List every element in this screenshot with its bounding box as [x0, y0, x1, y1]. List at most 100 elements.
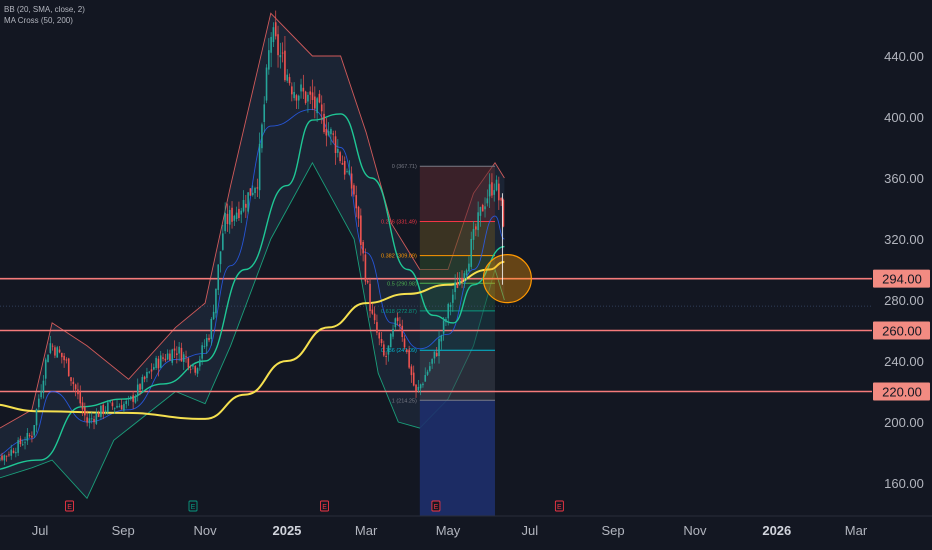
earnings-marker [431, 500, 441, 512]
candle-body [258, 143, 261, 191]
candle-body [47, 354, 49, 363]
candle-body [353, 185, 355, 195]
fib-level-label: 0.786 (247.09) [381, 348, 417, 354]
candle-body [484, 206, 486, 210]
candle-body [288, 77, 291, 84]
candle-body [399, 323, 401, 327]
candle-body [61, 352, 63, 358]
earnings-marker [65, 500, 74, 512]
candle-body [392, 328, 394, 337]
candle-body [65, 359, 68, 361]
candle-body [360, 215, 362, 246]
x-tick-label: 2026 [762, 523, 791, 538]
candle-body [486, 198, 489, 204]
candle-body [155, 357, 157, 368]
candle-body [286, 74, 289, 81]
candle-body [433, 351, 436, 359]
candle-body [429, 366, 431, 371]
candle-body [412, 372, 415, 386]
fib-zone [419, 350, 495, 401]
candle-body [238, 208, 240, 219]
candle-body [396, 317, 399, 322]
candle-body [125, 401, 128, 404]
highlight-circle [482, 254, 532, 304]
candle-body [189, 368, 192, 370]
candle-body [502, 199, 505, 227]
candle-body [456, 282, 459, 288]
candle-body [146, 372, 148, 378]
ma50-line [0, 113, 505, 470]
x-tick-label: Jul [32, 523, 49, 538]
candle-body [314, 96, 316, 109]
candle-body [88, 418, 91, 424]
candle-body [0, 457, 1, 462]
candle-body [332, 133, 335, 135]
x-tick-label: Jul [522, 523, 539, 538]
candle-body [185, 356, 187, 358]
candle-body [373, 313, 376, 321]
candle-body [422, 383, 424, 386]
candle-body [233, 215, 236, 221]
candle-body [307, 94, 309, 102]
candle-body [369, 283, 371, 312]
earnings-marker [554, 500, 564, 512]
level-price-label: 260.00 [882, 324, 922, 339]
x-tick-label: Mar [845, 523, 868, 538]
candle-body [245, 203, 247, 208]
candle-body [28, 435, 31, 436]
candle-body [235, 212, 238, 219]
candle-body [389, 333, 392, 348]
candle-body [139, 384, 141, 390]
candle-body [203, 345, 206, 347]
y-tick-label: 320.00 [884, 232, 924, 247]
candle-body [355, 195, 358, 209]
candle-body [415, 384, 417, 392]
fib-zone [419, 166, 495, 222]
candle-body [240, 210, 243, 215]
candle-body [21, 444, 24, 446]
candle-body [54, 347, 56, 356]
bollinger-fill [0, 13, 505, 499]
candle-body [387, 345, 390, 355]
candle-body [24, 442, 26, 444]
candle-body [109, 401, 111, 403]
candle-body [366, 280, 369, 283]
candle-body [19, 438, 22, 445]
candle-body [70, 377, 72, 382]
candle-body [498, 183, 500, 201]
ma200-line [0, 260, 505, 420]
candle-body [127, 398, 130, 400]
candle-body [348, 170, 351, 175]
candle-body [491, 182, 493, 196]
earnings-marker [320, 500, 329, 512]
candle-body [222, 233, 224, 250]
candle-body [215, 288, 217, 314]
candle-body [470, 238, 473, 267]
candle-body [134, 396, 137, 403]
candle-body [182, 354, 185, 363]
axes: Jul Sep Nov 2025 Mar May Jul Sep Nov 2026 Mar 160.0… [0, 49, 932, 538]
legend-bollinger: BB (20, SMA, close, 2) [4, 5, 85, 14]
candle-body [394, 318, 397, 328]
candle-body [8, 454, 10, 456]
candle-body [385, 355, 387, 358]
candle-body [410, 366, 413, 376]
candle-body [380, 338, 383, 344]
candle-body [12, 450, 15, 453]
candle-body [26, 432, 29, 441]
level-price-label: 220.00 [882, 385, 922, 400]
candle-body [268, 50, 270, 70]
candle-body [79, 391, 82, 404]
candle-body [77, 389, 79, 395]
candle-body [277, 34, 279, 56]
candle-body [178, 346, 180, 354]
candle-body [192, 364, 194, 367]
candle-body [401, 325, 404, 338]
candle-body [261, 124, 263, 149]
candle-body [35, 409, 38, 426]
candle-body [254, 187, 256, 193]
candle-body [15, 452, 17, 454]
candle-body [180, 347, 183, 362]
